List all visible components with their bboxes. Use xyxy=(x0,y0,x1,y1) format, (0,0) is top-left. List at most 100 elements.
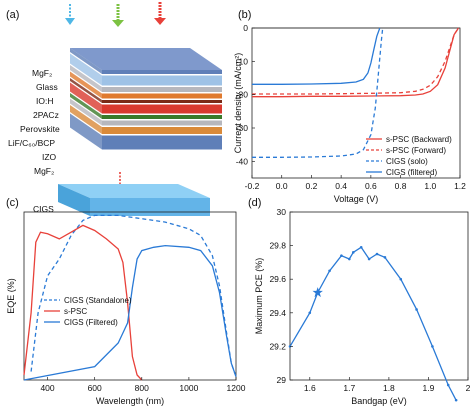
pce-y-tick-label: 29.8 xyxy=(269,241,286,251)
layer-label-ioh: IO:H xyxy=(36,96,53,106)
panel-label-d: (d) xyxy=(248,197,261,209)
eqe-series-line-0 xyxy=(30,214,237,377)
layer-lif-c60-bcp xyxy=(70,98,222,126)
jv-x-tick-label: 1.0 xyxy=(424,181,436,191)
pce-data-point xyxy=(446,383,450,387)
pce-x-tick-label: 1.7 xyxy=(343,383,355,393)
pce-data-point xyxy=(348,257,351,261)
pce-bandgap-chart: 1.6 1.7 1.8 1.9 2 29 29.2 29.4 29.6 29.8 30 Bandg… xyxy=(254,207,471,406)
layer-label-perovskite: Perovskite xyxy=(20,124,60,134)
eqe-plot-frame xyxy=(23,211,237,381)
jv-plot-frame xyxy=(251,27,461,179)
light-arrow-blue-head xyxy=(65,18,75,25)
jv-x-tick-label: 0.6 xyxy=(365,181,377,191)
panel-label-c: (c) xyxy=(6,197,19,209)
jv-legend-entry-1: s-PSC (Forward) xyxy=(386,146,446,155)
eqe-x-tick-label: 1200 xyxy=(227,383,246,393)
pce-data-point xyxy=(454,398,458,402)
layer-stack-top-face xyxy=(70,48,222,70)
jv-y-axis-label: Current density (mA/cm²) xyxy=(233,53,243,154)
jv-series-line-1 xyxy=(252,27,460,95)
jv-series-line-2 xyxy=(252,27,384,158)
pce-data-point xyxy=(383,256,387,259)
panel-label-a: (a) xyxy=(6,9,19,21)
layer-stack xyxy=(70,48,222,150)
eqe-x-tick-label: 800 xyxy=(135,383,149,393)
layer-labels: MgF₂ Glass IO:H 2PACz Perovskite LiF/C₆₀… xyxy=(8,68,60,214)
jv-x-tick-label: 0.0 xyxy=(276,181,288,191)
eqe-legend-entry-0: CIGS (Standalone) xyxy=(64,296,132,305)
jv-series-line-3 xyxy=(252,27,381,85)
pce-x-tick-label: 1.6 xyxy=(304,383,316,393)
pce-data-point xyxy=(359,245,363,249)
eqe-x-tick-label: 600 xyxy=(88,383,102,393)
jv-legend: s-PSC (Backward) s-PSC (Forward) CIGS (sol… xyxy=(366,135,452,177)
pce-data-point xyxy=(340,254,343,257)
layer-perovskite-dark xyxy=(70,78,222,103)
pce-y-tick-label: 29.2 xyxy=(269,341,286,351)
pce-plot-frame xyxy=(289,211,469,381)
jv-y-tick-label: 0 xyxy=(243,23,248,33)
layer-green xyxy=(70,93,222,119)
pce-x-tick-label: 2 xyxy=(466,383,471,393)
jv-x-tick-label: 1.2 xyxy=(454,181,466,191)
eqe-chart: 400 600 800 1000 1200 Wavelength (nm) EQE (%… xyxy=(6,211,246,406)
pce-y-tick-label: 29.4 xyxy=(269,308,286,318)
layer-perovskite xyxy=(70,82,222,114)
pce-data-point xyxy=(351,251,355,254)
jv-legend-entry-0: s-PSC (Backward) xyxy=(386,135,452,144)
jv-x-axis-label: Voltage (V) xyxy=(334,194,379,204)
eqe-y-axis-label: EQE (%) xyxy=(6,278,16,314)
layer-izo xyxy=(70,105,222,134)
layer-mgf2-bottom xyxy=(70,113,222,150)
eqe-x-axis-label: Wavelength (nm) xyxy=(96,396,164,406)
incident-light-arrows xyxy=(65,2,166,27)
jv-legend-entry-2: CIGS (solo) xyxy=(386,157,428,166)
pce-data-point xyxy=(328,269,331,273)
eqe-x-tick-label: 1000 xyxy=(179,383,198,393)
pce-x-axis-label: Bandgap (eV) xyxy=(351,396,407,406)
layer-label-mgf2-top: MgF₂ xyxy=(32,68,52,78)
device-stack-illustration: MgF₂ Glass IO:H 2PACz Perovskite LiF/C₆₀… xyxy=(8,2,222,216)
pce-x-tick-label: 1.9 xyxy=(423,383,435,393)
jv-curve-chart: -0.2 0.0 0.2 0.4 0.6 0.8 1.0 1.2 0-10-20-30-40 … xyxy=(233,23,466,204)
light-arrow-red-head xyxy=(154,18,166,25)
eqe-x-tick-label: 400 xyxy=(40,383,54,393)
layer-label-izo: IZO xyxy=(42,152,57,162)
pce-y-tick-label: 29 xyxy=(277,375,287,385)
eqe-series-line-1 xyxy=(23,224,143,381)
eqe-legend-entry-2: CIGS (Filtered) xyxy=(64,318,118,327)
layer-2pacz xyxy=(70,71,222,99)
pce-series-line-0 xyxy=(289,246,457,401)
layer-glass xyxy=(70,53,222,86)
pce-data-point xyxy=(367,257,371,261)
cigs-slab xyxy=(58,184,210,216)
pce-data-point xyxy=(308,311,312,315)
pce-x-tick-label: 1.8 xyxy=(383,383,395,393)
eqe-legend-entry-1: s-PSC xyxy=(64,307,87,316)
jv-x-tick-label: -0.2 xyxy=(245,181,260,191)
jv-y-tick-label: -40 xyxy=(236,156,249,166)
eqe-series-line-2 xyxy=(23,244,237,381)
jv-y-tick-label: -30 xyxy=(236,123,249,133)
pce-y-axis-label: Maximum PCE (%) xyxy=(254,258,264,335)
jv-x-tick-label: 0.2 xyxy=(306,181,318,191)
pce-data-point xyxy=(431,345,434,348)
layer-label-lif-c60-bcp: LiF/C₆₀/BCP xyxy=(8,138,55,148)
layer-label-2pacz: 2PACz xyxy=(33,110,59,120)
layer-mgf2-top xyxy=(70,48,222,74)
pce-data-point xyxy=(399,277,403,281)
jv-x-tick-label: 0.4 xyxy=(335,181,347,191)
pce-y-tick-label: 30 xyxy=(277,207,287,217)
layer-label-mgf2-bottom: MgF₂ xyxy=(34,166,54,176)
pce-y-tick-label: 29.6 xyxy=(269,274,286,284)
jv-series-line-0 xyxy=(252,27,460,98)
pce-data-point xyxy=(415,308,418,311)
pce-star-marker xyxy=(312,287,323,298)
panel-label-b: (b) xyxy=(238,9,251,21)
jv-x-tick-label: 0.8 xyxy=(395,181,407,191)
jv-y-tick-label: -20 xyxy=(236,90,249,100)
light-arrow-green-head xyxy=(112,20,124,27)
layer-ioh xyxy=(70,65,222,92)
